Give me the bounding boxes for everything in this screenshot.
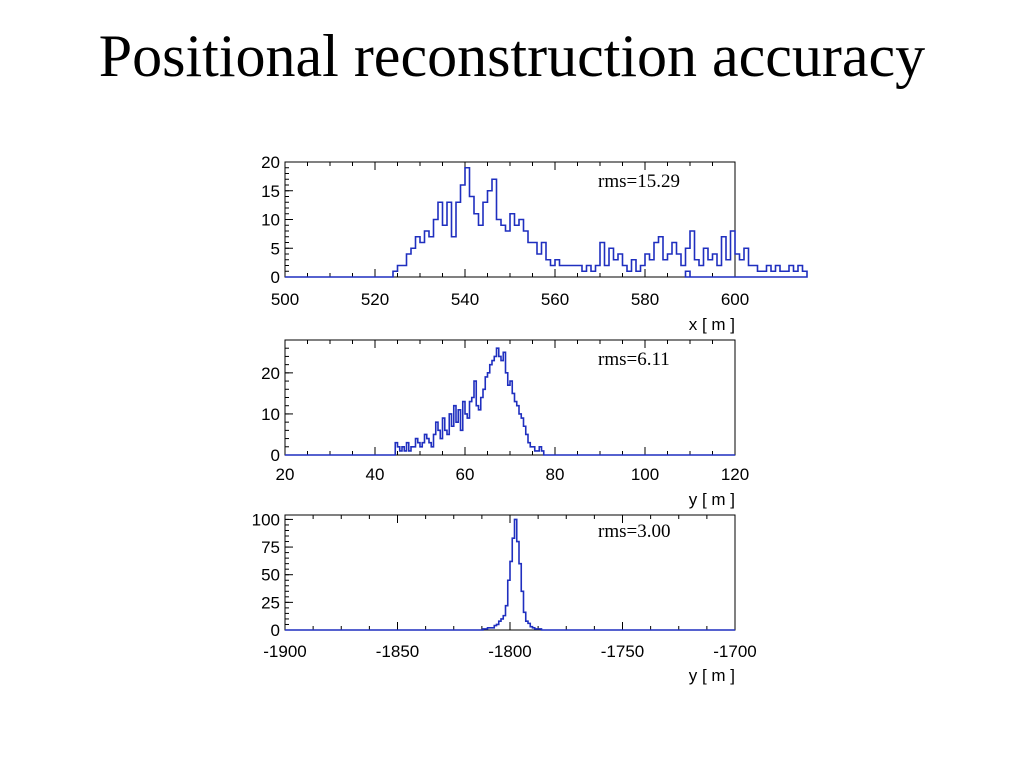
x-axis-label: x [ m ]	[689, 315, 735, 334]
y-tick-label: 0	[271, 621, 280, 640]
x-tick-label: 560	[541, 290, 569, 309]
x-tick-label: -1750	[601, 642, 644, 661]
y-tick-label: 25	[261, 593, 280, 612]
y-tick-label: 0	[271, 446, 280, 465]
x-tick-label: -1700	[713, 642, 756, 661]
x-tick-label: 520	[361, 290, 389, 309]
rms-annotation: rms=3.00	[598, 521, 670, 542]
histogram-series	[285, 347, 735, 456]
histogram-x-position: 500 520 540 560 580 600 0 5 10 15 20 x [ m ] rms=15.…	[261, 153, 808, 334]
y-tick-label: 10	[261, 211, 280, 230]
x-tick-label: -1850	[376, 642, 419, 661]
x-tick-label: 40	[366, 465, 385, 484]
x-tick-label: 540	[451, 290, 479, 309]
x-tick-label: 20	[276, 465, 295, 484]
histogram-y-position: 20 40 60 80 100 120 0 10 20 y [ m ] rms=6.11	[261, 339, 749, 509]
histogram-series	[285, 166, 808, 278]
y-tick-label: 50	[261, 566, 280, 585]
x-tick-label: 580	[631, 290, 659, 309]
x-tick-label: 80	[546, 465, 565, 484]
y-tick-label: 5	[271, 239, 280, 258]
y-tick-label: 10	[261, 405, 280, 424]
x-axis-label: y [ m ]	[689, 490, 735, 509]
y-tick-label: 75	[261, 538, 280, 557]
x-tick-label: -1900	[263, 642, 306, 661]
x-tick-label: 600	[721, 290, 749, 309]
x-tick-label: 500	[271, 290, 299, 309]
x-tick-label: 100	[631, 465, 659, 484]
rms-annotation: rms=6.11	[598, 349, 670, 370]
y-tick-label: 15	[261, 182, 280, 201]
x-tick-label: -1800	[488, 642, 531, 661]
y-tick-label: 100	[252, 510, 280, 529]
slide-title: Positional reconstruction accuracy	[98, 23, 926, 89]
y-tick-label: 0	[271, 268, 280, 287]
x-tick-label: 120	[721, 465, 749, 484]
histogram-y-position-narrow: -1900 -1850 -1800 -1750 -1700 0 25 50 75 100 y [ m…	[252, 510, 757, 685]
histogram-series	[285, 518, 735, 631]
x-axis-label: y [ m ]	[689, 666, 735, 685]
rms-annotation: rms=15.29	[598, 171, 680, 192]
y-tick-label: 20	[261, 364, 280, 383]
y-tick-label: 20	[261, 153, 280, 172]
x-tick-label: 60	[456, 465, 475, 484]
